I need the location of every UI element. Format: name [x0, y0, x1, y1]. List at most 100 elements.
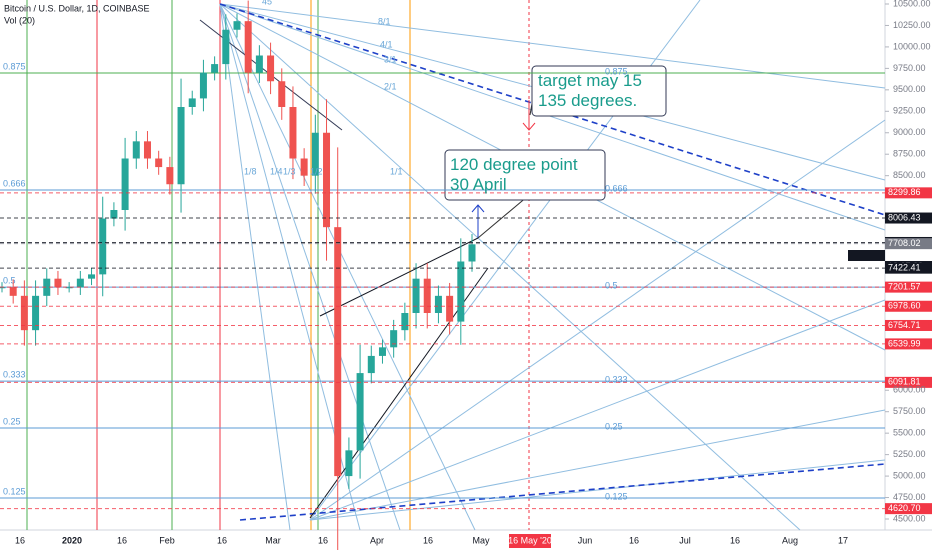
level-box — [885, 281, 932, 293]
x-tick-label: 16 — [217, 535, 227, 545]
x-tick-label: 16 — [117, 535, 127, 545]
callout-box — [531, 65, 667, 117]
gann-label: 1/4 — [270, 166, 283, 176]
candle-body — [88, 274, 96, 279]
candle-body — [367, 355, 375, 374]
fan-line — [219, 3, 401, 531]
candle-body — [110, 210, 118, 219]
callout-pointer — [477, 195, 529, 239]
fib-label: 0.125 — [3, 486, 26, 496]
fib-label: 0.25 — [605, 421, 623, 431]
candle-body — [345, 450, 353, 477]
candle-body — [188, 98, 196, 107]
y-tick-label: 9250.00 — [893, 106, 926, 116]
fan-line — [219, 3, 476, 531]
candle-body — [199, 72, 207, 99]
level-label: 6091.81 — [888, 377, 921, 387]
fib-label: 0.5 — [605, 281, 618, 291]
fib-label: 0.25 — [3, 416, 21, 426]
candle-body — [457, 261, 465, 322]
candle-body — [356, 373, 364, 451]
y-tick-label: 8500.00 — [893, 170, 926, 180]
level-label: 6978.60 — [888, 301, 921, 311]
arrow — [471, 204, 485, 238]
fan-line — [309, 459, 886, 521]
x-tick-label: 16 — [629, 535, 639, 545]
candle-body — [311, 132, 319, 176]
x-tick-label: May — [472, 535, 490, 545]
candle-body — [65, 287, 73, 289]
candle-body — [323, 132, 331, 228]
candle-body — [468, 244, 476, 262]
gann-label: 3/1 — [384, 54, 397, 64]
y-tick-label: 5250.00 — [893, 449, 926, 459]
gann-label: 45 — [262, 0, 272, 6]
symbol-title: Bitcoin / U.S. Dollar, 1D, COINBASE — [4, 3, 150, 13]
x-tick-label: 17 — [838, 535, 848, 545]
level-label: 4620.70 — [888, 503, 921, 513]
x-tick-label: 16 — [15, 535, 25, 545]
countdown-box — [848, 250, 885, 261]
y-tick-label: 5750.00 — [893, 406, 926, 416]
x-tick-label: 16 — [318, 535, 328, 545]
level-box — [885, 338, 932, 350]
fib-label: 0.333 — [605, 374, 628, 384]
x-tick-label: Jul — [679, 535, 691, 545]
y-tick-label: 10000.00 — [893, 41, 931, 51]
drawings — [26, 0, 886, 531]
annotation: 30 April — [450, 175, 507, 194]
candle-body — [255, 55, 263, 73]
y-tick-label: 5500.00 — [893, 428, 926, 438]
y-tick-label: 4750.00 — [893, 492, 926, 502]
candle-body — [54, 278, 62, 288]
date-highlight — [509, 534, 551, 548]
level-box — [885, 238, 932, 250]
level-box — [885, 212, 932, 224]
y-tick-label: 10250.00 — [893, 20, 931, 30]
annotation: 135 degrees. — [538, 91, 637, 110]
candle-body — [300, 158, 308, 176]
y-tick-label: 9750.00 — [893, 63, 926, 73]
gann-label: 2/1 — [384, 81, 397, 91]
candle-body — [121, 158, 129, 210]
x-tick-label: 16 — [730, 535, 740, 545]
y-tick-label: 9500.00 — [893, 84, 926, 94]
fib-label: 0.5 — [3, 276, 16, 286]
level-label: 6754.71 — [888, 320, 921, 330]
callout-box — [444, 149, 606, 201]
gann-label: 8/1 — [378, 16, 391, 26]
candle-body — [434, 295, 442, 313]
level-label: 7201.57 — [888, 281, 921, 291]
level-label: 8299.86 — [888, 187, 921, 197]
x-tick-label: 16 — [423, 535, 433, 545]
dashed-trend — [219, 3, 886, 216]
candle-body — [177, 107, 185, 185]
fan-line — [219, 3, 801, 531]
x-tick-label: Feb — [159, 535, 175, 545]
fib-label: 0.875 — [3, 61, 26, 71]
candle-body — [334, 227, 342, 477]
fib-label: 0.333 — [3, 369, 26, 379]
x-tick-label: Apr — [370, 535, 384, 545]
candle-body — [99, 218, 107, 275]
fan-line — [219, 3, 291, 531]
wedge-line — [319, 237, 479, 317]
gann-label: 1/2 — [310, 166, 323, 176]
candle-body — [233, 21, 241, 30]
level-label: 7422.41 — [888, 263, 921, 273]
candle-body — [378, 347, 386, 356]
fan-line — [309, 119, 886, 521]
candle-body — [412, 278, 420, 313]
x-tick-label: Aug — [782, 535, 798, 545]
y-tick-label: 8750.00 — [893, 149, 926, 159]
candle-body — [423, 278, 431, 313]
x-tick-label: Mar — [265, 535, 281, 545]
y-tick-label: 10500.00 — [893, 0, 931, 8]
candle-body — [9, 287, 17, 296]
y-tick-label: 4500.00 — [893, 513, 926, 523]
indicator-label: Vol (20) — [4, 15, 35, 25]
level-box — [885, 503, 932, 515]
candle-body — [0, 287, 6, 289]
candle-body — [267, 55, 275, 82]
